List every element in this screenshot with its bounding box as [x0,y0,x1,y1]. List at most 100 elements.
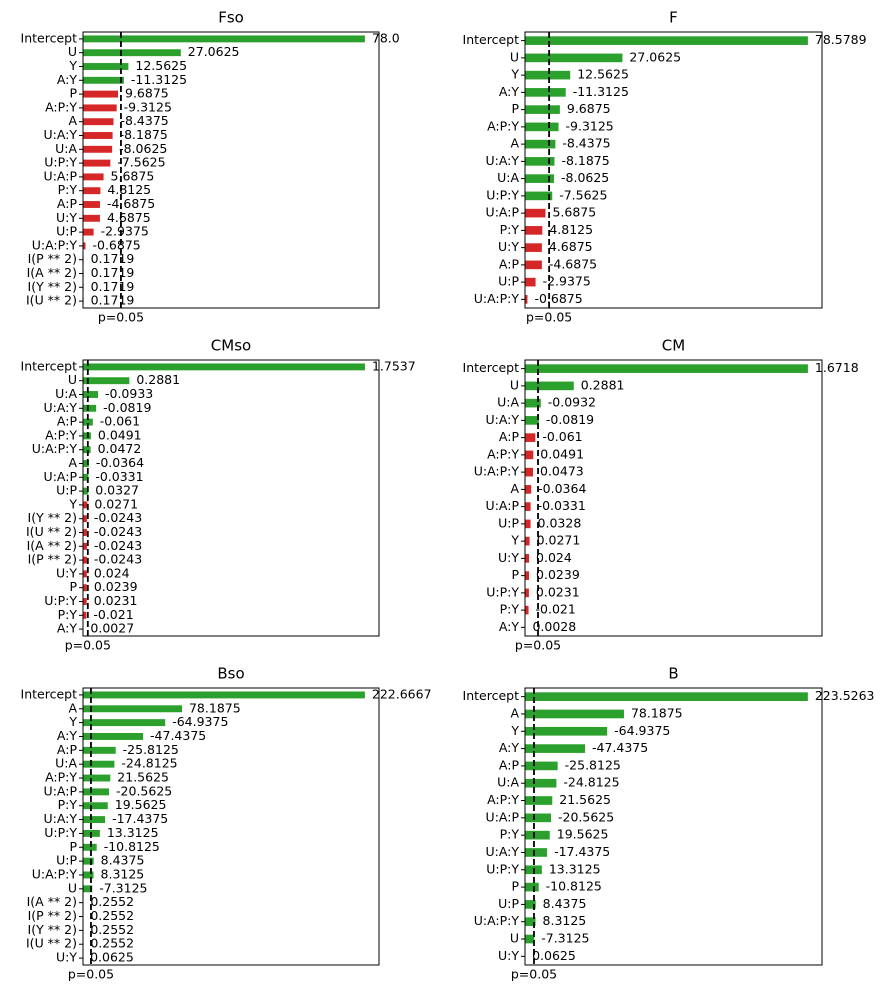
axes-frame [524,687,823,966]
y-tick-label: A:P [499,429,520,444]
bar [525,900,536,909]
bar [525,243,542,252]
axes-frame [82,687,380,966]
bar [83,159,111,167]
bar [525,605,529,615]
bar [83,473,89,481]
value-label: -0.061 [542,429,582,444]
y-tick-label: A:P [57,414,78,429]
value-label: 27.0625 [629,49,681,64]
y-tick-label: U:Y [56,565,77,580]
y-tick-label: I(A ** 2) [27,538,77,553]
value-label: -4.6875 [549,256,597,271]
y-tick-label: U:P:Y [44,825,77,840]
y-tick-label: U:A:Y [43,811,77,826]
bar [83,487,89,495]
bar [83,774,111,782]
chart-title: F [669,9,678,27]
y-tick-label: A:Y [499,84,520,99]
y-tick-label: A [510,136,519,151]
value-label: 9.6875 [125,86,169,101]
value-label: -17.4375 [554,844,610,859]
y-tick-label: Y [68,58,77,73]
y-tick-label: P [69,86,77,101]
bar [83,418,93,426]
value-label: -8.4375 [120,113,168,128]
bar [525,744,586,753]
y-tick-label: A:P:Y [45,99,77,114]
bar [525,726,608,736]
bar [525,467,534,477]
bar [525,277,536,287]
y-tick-label: U:P:Y [44,155,77,170]
y-tick-label: U:P [56,483,77,498]
value-label: -47.4375 [150,728,206,743]
bar [83,404,97,412]
value-label: -10.8125 [546,879,602,894]
y-tick-label: U:A [55,756,77,771]
value-label: 27.0625 [188,44,240,59]
bar [525,433,536,442]
y-tick-label: U:P:Y [486,861,519,876]
bar [525,450,534,460]
bar [525,502,531,511]
y-tick-label: U:A:P [486,809,520,824]
y-tick-label: U:A:P:Y [32,866,78,881]
bar [83,228,94,236]
y-tick-label: U [68,372,77,387]
value-label: 19.5625 [557,827,609,842]
value-label: 0.2552 [90,922,134,937]
y-tick-label: Y [510,67,519,82]
bar [525,295,528,304]
value-label: -64.9375 [172,714,228,729]
y-tick-label: A:Y [499,740,520,755]
value-label: 9.6875 [567,101,611,116]
threshold-label: p=0.05 [511,967,557,982]
value-label: 5.6875 [552,205,596,220]
y-tick-label: P [511,567,519,582]
value-label: -47.4375 [592,740,648,755]
y-tick-label: U:Y [498,550,519,565]
value-label: 0.0491 [98,427,142,442]
bar [83,76,124,84]
y-tick-label: U:P:Y [486,584,519,599]
value-label: -0.6875 [534,291,582,306]
value-label: 0.0271 [94,496,138,511]
value-label: 0.2552 [90,908,134,923]
bar [83,733,144,740]
bar [525,226,543,235]
y-tick-label: Intercept [463,360,520,375]
value-label: 0.0271 [537,533,581,548]
value-label: -0.0819 [103,400,151,415]
y-tick-label: Intercept [21,358,78,373]
bar [525,208,546,218]
bar [83,35,365,43]
y-tick-label: A [68,455,77,470]
y-tick-label: U:A:P:Y [32,441,78,456]
y-tick-label: I(A ** 2) [27,265,77,280]
y-tick-label: U:A [497,170,519,185]
bar [525,813,552,823]
value-label: -2.9375 [543,274,591,289]
y-tick-label: A:P [57,196,78,211]
y-tick-label: P [511,101,519,116]
chart-title: Fso [218,9,244,27]
y-tick-label: U [510,377,519,392]
y-tick-label: U:A:P [44,469,78,484]
value-label: -7.5625 [117,155,165,170]
y-tick-label: I(U ** 2) [26,524,77,539]
y-tick-label: A:P:Y [487,446,519,461]
y-tick-label: U:A [497,775,519,790]
value-label: 0.0472 [98,441,142,456]
threshold-label: p=0.05 [515,638,561,653]
axes-frame [82,359,380,637]
value-label: 222.6667 [372,686,432,701]
y-tick-label: I(Y ** 2) [28,279,77,294]
y-tick-label: A:P [499,256,520,271]
value-label: 0.2881 [136,372,180,387]
value-label: -0.0364 [96,455,144,470]
y-tick-label: U:A:P [486,498,520,513]
value-label: 0.0625 [532,948,576,963]
value-label: 0.0239 [536,567,580,582]
